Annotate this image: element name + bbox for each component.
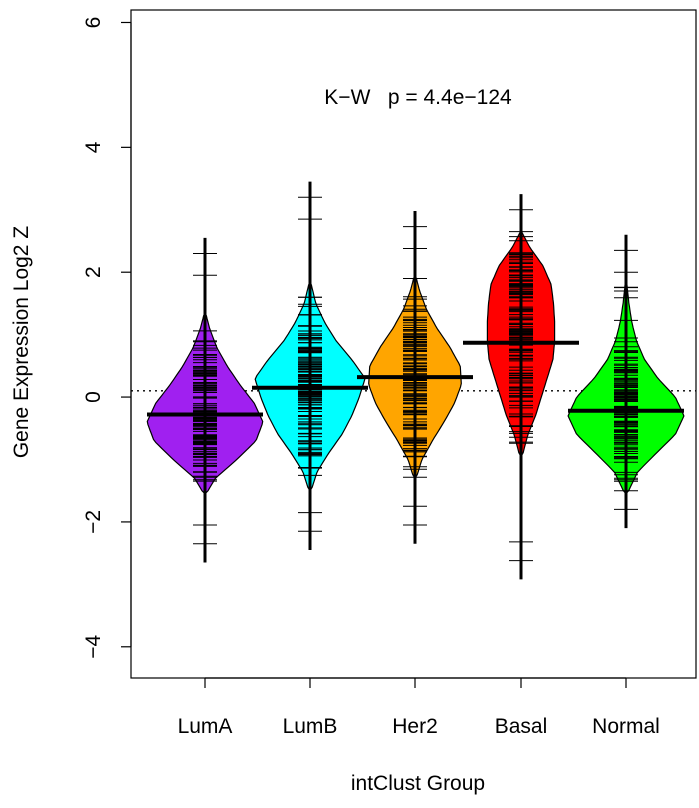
y-axis-label: Gene Expression Log2 Z xyxy=(10,226,33,458)
x-tick-label: Normal xyxy=(592,715,660,738)
x-tick-label: LumB xyxy=(283,715,338,738)
y-tick-label: −2 xyxy=(82,510,105,534)
x-tick-label: Basal xyxy=(495,715,548,738)
plot-layer xyxy=(131,181,696,580)
y-tick-label: 2 xyxy=(82,266,105,278)
y-tick-label: 6 xyxy=(82,17,105,29)
x-tick-label: Her2 xyxy=(392,715,438,738)
y-tick-label: −4 xyxy=(82,634,105,658)
y-tick-label: 4 xyxy=(82,141,105,153)
y-tick-label: 0 xyxy=(82,391,105,403)
kw-annotation: K−W p = 4.4e−124 xyxy=(324,86,512,109)
x-axis-label: intClust Group xyxy=(351,772,485,795)
x-tick-label: LumA xyxy=(178,715,233,738)
